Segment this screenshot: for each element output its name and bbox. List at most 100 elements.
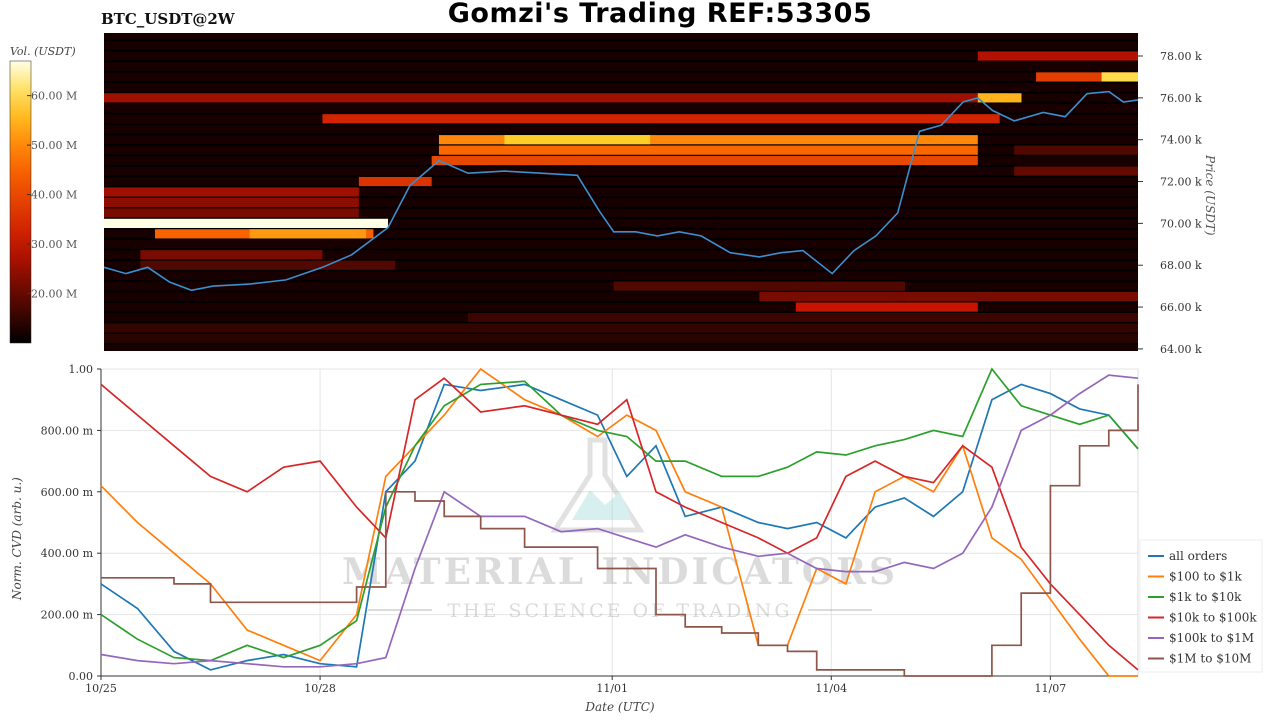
price-tick-label: 78.00 k: [1160, 50, 1202, 63]
heatmap-band: [104, 292, 1138, 301]
cvd-series-line: [100, 367, 1138, 677]
watermark-flask-liquid: [572, 490, 632, 520]
order-wall: [249, 229, 367, 239]
cvd-series-line: [100, 377, 1139, 671]
chart-title: Gomzi's Trading REF:53305: [447, 0, 873, 29]
order-wall: [104, 333, 1138, 344]
legend-label: $100k to $1M: [1169, 631, 1254, 645]
order-wall: [1036, 72, 1138, 82]
cvd-tick-label-x: 10/28: [304, 682, 336, 695]
cvd-tick-label-y: 800.00 m: [41, 424, 94, 437]
order-wall: [104, 93, 1007, 103]
order-wall: [977, 93, 1022, 103]
cvd-tick-label-y: 0.00: [69, 670, 94, 683]
cvd-y-axis-label: Norm. CVD (arb. u.): [10, 477, 24, 601]
order-wall: [438, 135, 978, 145]
legend-label: $1k to $10k: [1169, 590, 1242, 604]
colorbar-tick-label: 20.00 M: [31, 288, 77, 301]
heatmap-band: [104, 208, 1138, 218]
colorbar-label: Vol. (USDT): [10, 45, 76, 58]
price-tick-label: 64.00 k: [1160, 343, 1202, 356]
order-wall: [431, 156, 978, 166]
cvd-tick-label-x: 11/07: [1035, 682, 1067, 695]
heatmap-band: [104, 229, 1138, 239]
cvd-tick-label-y: 600.00 m: [41, 486, 94, 499]
order-wall: [322, 114, 1000, 124]
colorbar-tick-label: 50.00 M: [31, 139, 77, 152]
heatmap-band: [104, 72, 1138, 82]
order-wall: [140, 250, 323, 260]
colorbar-tick-label: 40.00 M: [31, 189, 77, 202]
cvd-series-line: [100, 367, 1139, 662]
cvd-tick-label-y: 400.00 m: [41, 547, 94, 560]
watermark-flask-icon: [550, 437, 645, 533]
order-wall: [1014, 145, 1138, 155]
order-wall: [104, 218, 388, 228]
watermark-line2: THE SCIENCE OF TRADING: [447, 600, 792, 622]
price-axis-label: Price (USDT): [1203, 154, 1217, 236]
order-wall: [504, 135, 651, 145]
order-wall: [104, 208, 359, 218]
cvd-series-line: [100, 374, 1139, 668]
heatmap-band: [104, 125, 1138, 134]
heatmap-band: [104, 166, 1138, 176]
heatmap-band: [104, 51, 1138, 61]
cvd-tick-label-x: 10/25: [85, 682, 117, 695]
cvd-series-line: [101, 384, 1139, 677]
order-wall: [977, 51, 1138, 61]
heatmap-band: [104, 302, 1138, 312]
price-tick-label: 70.00 k: [1160, 217, 1202, 230]
order-wall: [1014, 166, 1138, 176]
order-wall: [438, 145, 978, 155]
heatmap-band: [104, 33, 1138, 40]
legend-label: $1M to $10M: [1169, 652, 1251, 666]
order-wall: [104, 187, 359, 197]
order-wall: [759, 292, 1138, 302]
cvd-tick-label-x: 11/01: [596, 682, 628, 695]
order-wall: [1101, 72, 1138, 82]
legend-label: $10k to $100k: [1169, 611, 1257, 625]
order-wall: [140, 260, 396, 270]
watermark: MATERIAL INDICATORS THE SCIENCE OF TRADIN…: [342, 437, 898, 622]
heatmap-band: [104, 250, 1138, 259]
heatmap-band: [104, 261, 1138, 270]
cvd-tick-label-y: 1.00: [69, 363, 94, 376]
order-wall: [613, 281, 905, 291]
heatmap-band: [104, 177, 1138, 186]
heatmap-band: [104, 198, 1138, 207]
order-wall: [104, 323, 1138, 333]
order-wall: [104, 197, 359, 208]
heatmap-band: [104, 83, 1138, 92]
price-tick-label: 74.00 k: [1160, 134, 1202, 147]
order-wall: [468, 312, 1138, 323]
cvd-x-axis-label: Date (UTC): [584, 700, 654, 714]
price-tick-label: 76.00 k: [1160, 92, 1202, 105]
order-wall: [358, 176, 432, 187]
heatmap-band: [104, 41, 1138, 50]
price-tick-label: 66.00 k: [1160, 301, 1202, 314]
symbol-label: BTC_USDT@2W: [101, 10, 235, 28]
heatmap-band: [104, 240, 1138, 249]
price-tick-label: 72.00 k: [1160, 176, 1202, 189]
colorbar-tick-label: 60.00 M: [31, 90, 77, 103]
colorbar: [9, 60, 32, 344]
legend-label: all orders: [1169, 549, 1227, 563]
cvd-tick-label-x: 11/04: [815, 682, 847, 695]
price-line: [104, 90, 1138, 292]
cvd-tick-label-y: 200.00 m: [41, 609, 94, 622]
watermark-line1: MATERIAL INDICATORS: [342, 551, 898, 593]
heatmap-band: [104, 62, 1138, 71]
colorbar-tick-label: 30.00 M: [31, 238, 77, 251]
legend: [1139, 539, 1263, 673]
heatmap-band: [104, 271, 1138, 280]
heatmap-band: [104, 219, 1138, 228]
cvd-series-line: [100, 383, 1139, 671]
heatmap-band: [104, 344, 1138, 351]
heatmap-band: [104, 187, 1138, 197]
heatmap: [104, 33, 1138, 351]
heatmap-band: [104, 104, 1138, 113]
price-tick-label: 68.00 k: [1160, 259, 1202, 272]
legend-label: $100 to $1k: [1169, 570, 1242, 584]
